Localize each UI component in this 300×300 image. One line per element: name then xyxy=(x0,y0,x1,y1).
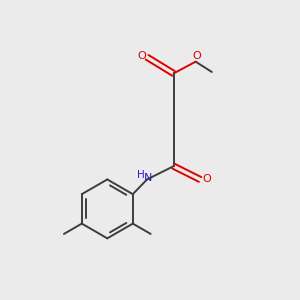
Text: O: O xyxy=(193,51,202,62)
Text: O: O xyxy=(137,51,146,61)
Text: O: O xyxy=(202,174,211,184)
Text: N: N xyxy=(144,173,153,183)
Text: H: H xyxy=(137,170,145,180)
